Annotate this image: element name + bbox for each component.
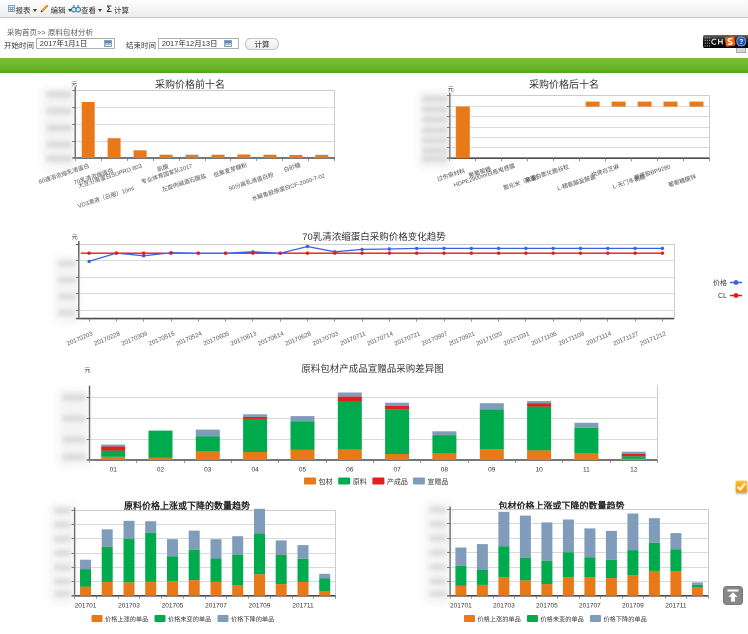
svg-text:葡萄糖酸锌: 葡萄糖酸锌 xyxy=(667,172,697,189)
svg-text:20171106: 20171106 xyxy=(530,330,558,347)
svg-text:20170907: 20170907 xyxy=(421,330,450,347)
svg-text:05: 05 xyxy=(299,467,307,474)
svg-text:02: 02 xyxy=(157,467,165,474)
svg-text:价格下降的单品: 价格下降的单品 xyxy=(231,616,274,624)
svg-text:采购价格后十名: 采购价格后十名 xyxy=(529,78,599,91)
svg-text:元: 元 xyxy=(72,234,78,241)
svg-text:201711: 201711 xyxy=(665,603,687,610)
svg-text:20170614: 20170614 xyxy=(257,330,286,347)
svg-text:包材价格上涨或下降的数量趋势: 包材价格上涨或下降的数量趋势 xyxy=(497,500,624,511)
svg-text:20171109: 20171109 xyxy=(558,330,586,347)
svg-text:20170921: 20170921 xyxy=(448,330,477,347)
svg-text:201709: 201709 xyxy=(249,603,271,610)
svg-text:烘烤白芝麻: 烘烤白芝麻 xyxy=(590,162,620,179)
svg-text:20170613: 20170613 xyxy=(230,330,259,347)
svg-text:201709: 201709 xyxy=(622,603,644,610)
svg-text:20171114: 20171114 xyxy=(585,330,613,347)
svg-text:20170228: 20170228 xyxy=(93,330,122,347)
svg-text:90分离乳清蛋白粉: 90分离乳清蛋白粉 xyxy=(228,170,275,192)
svg-text:CL: CL xyxy=(718,293,727,300)
svg-text:20171020: 20171020 xyxy=(475,330,504,347)
svg-text:价格上涨的单品: 价格上涨的单品 xyxy=(105,616,148,624)
svg-text:采购价格前十名: 采购价格前十名 xyxy=(155,78,225,91)
svg-text:20170309: 20170309 xyxy=(120,330,149,347)
svg-text:10: 10 xyxy=(535,467,543,474)
svg-text:201703: 201703 xyxy=(493,603,515,610)
svg-text:黄原胶BP9280: 黄原胶BP9280 xyxy=(633,162,672,181)
svg-text:20171127: 20171127 xyxy=(612,330,640,347)
svg-text:201701: 201701 xyxy=(75,603,97,610)
svg-text:20170703: 20170703 xyxy=(312,330,341,347)
svg-text:201707: 201707 xyxy=(579,603,601,610)
svg-text:03: 03 xyxy=(204,467,212,474)
svg-text:20170714: 20170714 xyxy=(366,330,395,347)
svg-text:20170711: 20170711 xyxy=(339,330,367,347)
svg-text:20170524: 20170524 xyxy=(175,330,204,347)
svg-text:元: 元 xyxy=(84,367,90,374)
svg-text:20171212: 20171212 xyxy=(639,330,668,347)
svg-text:?: ? xyxy=(739,39,743,46)
svg-text:20170628: 20170628 xyxy=(284,330,313,347)
svg-text:201711: 201711 xyxy=(292,603,314,610)
svg-text:价格下降的单品: 价格下降的单品 xyxy=(604,616,647,624)
svg-text:低聚麦芽糖粉: 低聚麦芽糖粉 xyxy=(212,161,248,179)
svg-text:20171031: 20171031 xyxy=(503,330,532,347)
svg-text:201705: 201705 xyxy=(536,603,558,610)
svg-text:肌酸: 肌酸 xyxy=(156,162,170,173)
svg-text:201707: 201707 xyxy=(205,603,227,610)
svg-text:20170721: 20170721 xyxy=(393,330,422,347)
svg-text:元: 元 xyxy=(71,81,77,88)
svg-text:原料价格上涨或下降的数量趋势: 原料价格上涨或下降的数量趋势 xyxy=(124,500,250,511)
svg-text:元: 元 xyxy=(448,86,454,93)
svg-text:06: 06 xyxy=(346,467,354,474)
svg-text:01: 01 xyxy=(110,467,118,474)
svg-text:价格上涨的单品: 价格上涨的单品 xyxy=(478,616,521,624)
svg-text:价格: 价格 xyxy=(713,278,727,287)
svg-text:VD3滴液（日服）10ml: VD3滴液（日服）10ml xyxy=(77,184,135,210)
svg-text:宣赠品: 宣赠品 xyxy=(427,477,448,486)
svg-text:产成品: 产成品 xyxy=(387,477,408,486)
svg-text:07: 07 xyxy=(393,467,401,474)
svg-text:04: 04 xyxy=(251,467,259,474)
svg-text:20170515: 20170515 xyxy=(148,330,177,347)
svg-text:价格未变的单品: 价格未变的单品 xyxy=(168,616,211,624)
svg-text:12: 12 xyxy=(630,467,638,474)
svg-text:70乳清浓缩蛋白采购价格变化趋势: 70乳清浓缩蛋白采购价格变化趋势 xyxy=(302,231,446,243)
svg-text:价格未变的单品: 价格未变的单品 xyxy=(541,616,584,624)
svg-text:20170605: 20170605 xyxy=(202,330,231,347)
svg-text:11: 11 xyxy=(583,467,590,474)
svg-text:包材: 包材 xyxy=(319,477,333,486)
svg-text:09: 09 xyxy=(488,467,496,474)
svg-text:原料: 原料 xyxy=(353,477,367,486)
svg-text:201705: 201705 xyxy=(162,603,184,610)
svg-text:201703: 201703 xyxy=(118,603,140,610)
svg-text:20170203: 20170203 xyxy=(66,330,95,347)
svg-text:白砂糖: 白砂糖 xyxy=(282,161,301,174)
svg-text:原料包材产成品宣赠品采购差异图: 原料包材产成品宣赠品采购差异图 xyxy=(301,363,444,375)
svg-text:08: 08 xyxy=(441,467,449,474)
svg-text:高蛋白膨化脆谷粒: 高蛋白膨化脆谷粒 xyxy=(524,162,571,184)
svg-text:201701: 201701 xyxy=(450,603,472,610)
